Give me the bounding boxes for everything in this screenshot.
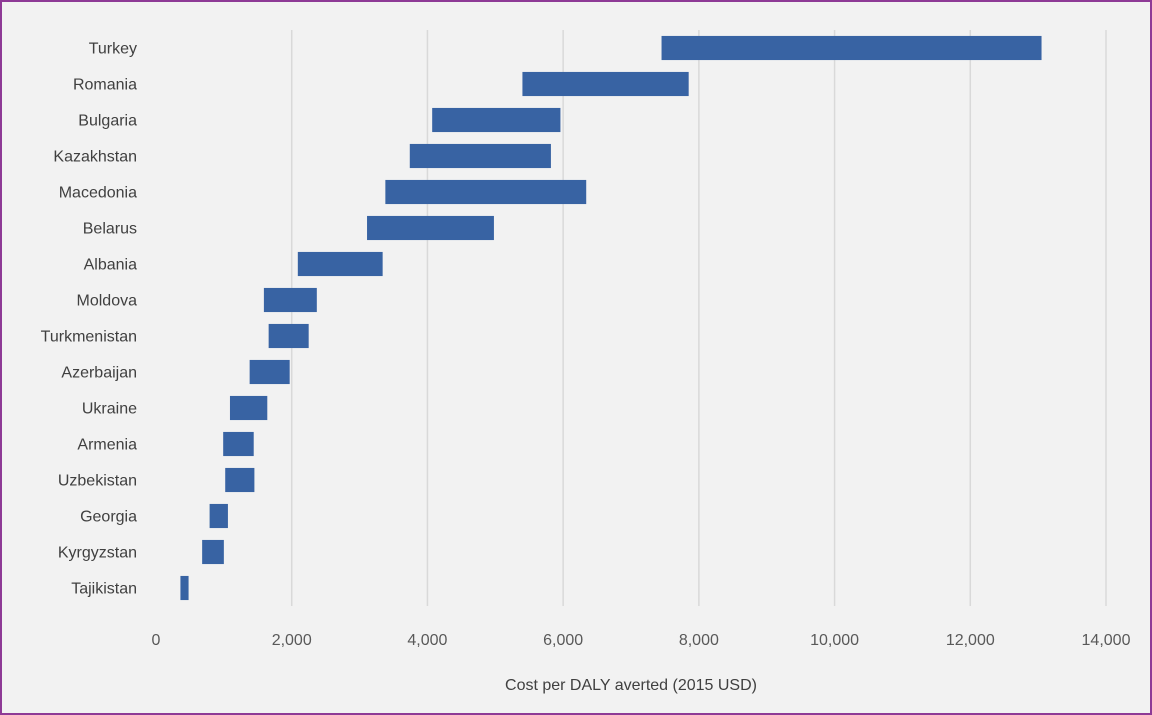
bar-georgia [209, 503, 228, 529]
bar-turkey [661, 35, 1042, 61]
x-tick-labels: 0 2,000 4,000 6,000 8,000 10,000 12,000 14,000 [152, 632, 1131, 649]
category-labels: Turkey Romania Bulgaria Kazakhstan Macedonia… [41, 41, 137, 598]
category-label-belarus: Belarus [83, 221, 137, 238]
x-tick-label: 6,000 [543, 632, 583, 649]
category-label-georgia: Georgia [80, 509, 137, 526]
category-label-turkey: Turkey [89, 41, 137, 58]
x-tick-label: 2,000 [272, 632, 312, 649]
category-label-turkmenistan: Turkmenistan [41, 329, 137, 346]
category-label-uzbekistan: Uzbekistan [58, 473, 137, 490]
bar-romania [522, 71, 689, 97]
bar-tajikistan [180, 575, 189, 601]
bar-uzbekistan [225, 467, 255, 493]
category-label-romania: Romania [73, 77, 137, 94]
category-label-armenia: Armenia [77, 437, 137, 454]
bar-kazakhstan [409, 143, 551, 169]
category-label-kyrgyzstan: Kyrgyzstan [58, 545, 137, 562]
bar-albania [297, 251, 383, 277]
x-tick-label: 4,000 [407, 632, 447, 649]
x-tick-label: 10,000 [810, 632, 859, 649]
bar-macedonia [385, 179, 587, 205]
category-label-macedonia: Macedonia [59, 185, 137, 202]
category-label-moldova: Moldova [77, 293, 138, 310]
gridlines [290, 30, 1107, 606]
category-label-bulgaria: Bulgaria [78, 113, 137, 130]
category-label-tajikistan: Tajikistan [71, 581, 137, 598]
x-tick-label: 14,000 [1082, 632, 1131, 649]
bar-azerbaijan [249, 359, 290, 385]
bar-kyrgyzstan [202, 539, 224, 565]
bar-bulgaria [432, 107, 561, 133]
bar-moldova [263, 287, 317, 313]
bars [180, 35, 1042, 601]
category-label-kazakhstan: Kazakhstan [53, 149, 137, 166]
x-tick-label: 8,000 [679, 632, 719, 649]
bar-armenia [223, 431, 254, 457]
x-tick-label: 0 [152, 632, 161, 649]
x-axis-title: Cost per DALY averted (2015 USD) [505, 677, 757, 694]
category-label-albania: Albania [84, 257, 137, 274]
bar-belarus [367, 215, 494, 241]
category-label-azerbaijan: Azerbaijan [61, 365, 137, 382]
category-label-ukraine: Ukraine [82, 401, 137, 418]
bar-ukraine [229, 395, 268, 421]
bar-turkmenistan [268, 323, 309, 349]
x-tick-label: 12,000 [946, 632, 995, 649]
